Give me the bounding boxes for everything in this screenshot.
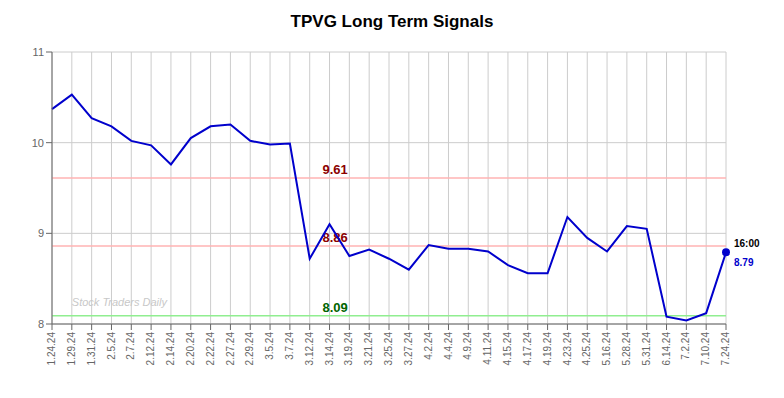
svg-text:3.12.24: 3.12.24	[304, 332, 315, 366]
svg-text:8.79: 8.79	[734, 257, 754, 268]
html-text:TPVG Long Term Signals: TPVG Long Term Signals	[290, 12, 494, 31]
svg-text:3.14.24: 3.14.24	[324, 332, 335, 366]
svg-text:3.19.24: 3.19.24	[343, 332, 354, 366]
svg-text:2.27.24: 2.27.24	[225, 332, 236, 366]
svg-text:3.7.24: 3.7.24	[284, 332, 295, 360]
svg-text:7.10.24: 7.10.24	[700, 332, 711, 366]
svg-text:2.14.24: 2.14.24	[165, 332, 176, 366]
svg-text:9.61: 9.61	[322, 162, 347, 177]
svg-text:8.86: 8.86	[322, 230, 348, 245]
svg-text:11: 11	[33, 46, 44, 58]
svg-text:2.20.24: 2.20.24	[185, 332, 196, 366]
svg-text:4.2.24: 4.2.24	[423, 332, 434, 360]
svg-text:3.21.24: 3.21.24	[363, 332, 374, 366]
svg-text:2.12.24: 2.12.24	[145, 332, 156, 366]
svg-text:4.23.24: 4.23.24	[562, 332, 573, 366]
svg-text:10: 10	[32, 137, 44, 149]
svg-text:4.25.24: 4.25.24	[581, 332, 592, 366]
svg-text:6.14.24: 6.14.24	[661, 332, 672, 366]
svg-text:2.7.24: 2.7.24	[125, 332, 136, 360]
svg-text:4.4.24: 4.4.24	[443, 332, 454, 360]
svg-text:8: 8	[38, 318, 44, 330]
svg-text:4.19.24: 4.19.24	[542, 332, 553, 366]
svg-text:5.28.24: 5.28.24	[621, 332, 632, 366]
svg-text:2.22.24: 2.22.24	[205, 332, 216, 366]
svg-text:3.5.24: 3.5.24	[264, 332, 275, 360]
svg-text:3.25.24: 3.25.24	[383, 332, 394, 366]
svg-text:9: 9	[38, 227, 44, 239]
svg-text:4.9.24: 4.9.24	[462, 332, 473, 360]
svg-text:5.16.24: 5.16.24	[601, 332, 612, 366]
svg-text:2.5.24: 2.5.24	[106, 332, 117, 360]
svg-text:4.11.24: 4.11.24	[482, 332, 493, 365]
svg-text:4.17.24: 4.17.24	[522, 332, 533, 366]
svg-text:16:00: 16:00	[734, 238, 760, 249]
svg-text:Stock Traders Daily: Stock Traders Daily	[72, 296, 169, 308]
svg-text:7.24.24: 7.24.24	[720, 332, 731, 366]
svg-text:2.29.24: 2.29.24	[244, 332, 255, 366]
svg-text:7.2.24: 7.2.24	[680, 332, 691, 360]
svg-text:5.31.24: 5.31.24	[641, 332, 652, 366]
svg-text:4.15.24: 4.15.24	[502, 332, 513, 366]
svg-text:1.24.24: 1.24.24	[46, 332, 57, 366]
svg-text:8.09: 8.09	[322, 300, 347, 315]
svg-text:3.27.24: 3.27.24	[403, 332, 414, 366]
svg-text:1.29.24: 1.29.24	[66, 332, 77, 366]
svg-text:1.31.24: 1.31.24	[86, 332, 97, 366]
